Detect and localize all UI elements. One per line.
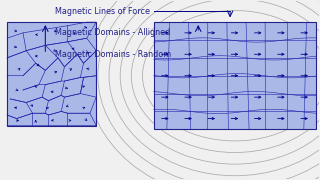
Text: Magnetic Lines of Force: Magnetic Lines of Force [55, 7, 150, 16]
Text: Magnetic Domains - Alligned: Magnetic Domains - Alligned [55, 28, 170, 37]
Text: Magnetic Domains - Random: Magnetic Domains - Random [55, 50, 171, 59]
Bar [7, 22, 96, 126]
Bar [154, 22, 316, 129]
